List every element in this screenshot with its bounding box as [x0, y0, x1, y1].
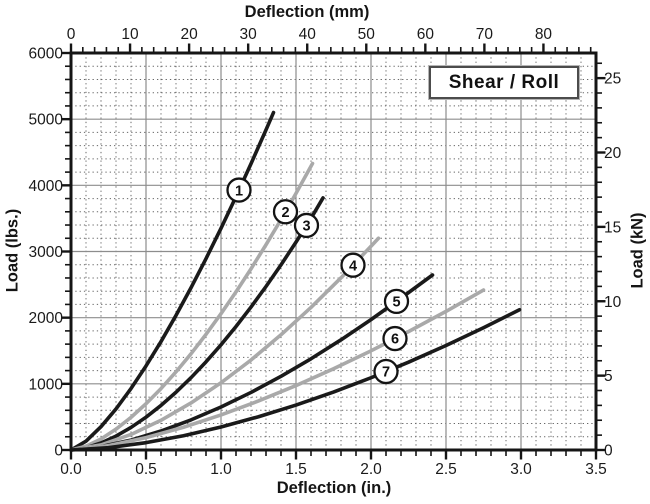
series-3 — [69, 196, 325, 452]
svg-text:2.5: 2.5 — [435, 461, 457, 478]
svg-text:10: 10 — [604, 294, 622, 311]
svg-text:0: 0 — [67, 26, 76, 43]
series-6 — [69, 288, 486, 452]
svg-text:5: 5 — [392, 295, 400, 311]
left-axis-title: Load (lbs.) — [3, 208, 22, 293]
bottom-axis-title: Deflection (in.) — [276, 479, 392, 497]
series-7 — [69, 307, 522, 452]
svg-text:0: 0 — [54, 443, 63, 460]
curve-label-3: 3 — [293, 212, 320, 239]
curve-label-1: 1 — [226, 177, 252, 203]
svg-text:1.5: 1.5 — [285, 461, 307, 478]
svg-text:4000: 4000 — [29, 178, 64, 195]
curve-label-2: 2 — [272, 199, 299, 225]
svg-text:15: 15 — [604, 219, 621, 236]
tick-labels: 0.0 0.5 1.0 1.5 2.0 2.5 3.0 3.50 10 20 30 40 50 60 70 8… — [29, 26, 622, 478]
svg-text:0.0: 0.0 — [60, 461, 82, 478]
svg-text:3.5: 3.5 — [585, 461, 607, 478]
annotation-shear-roll: Shear / Roll — [429, 66, 579, 99]
curve-label-5: 5 — [383, 288, 410, 315]
svg-text:20: 20 — [180, 26, 198, 43]
series-1 — [69, 110, 276, 452]
svg-text:1.0: 1.0 — [210, 461, 232, 478]
axis-ticks — [61, 43, 606, 460]
svg-text:2.0: 2.0 — [360, 461, 382, 478]
svg-text:10: 10 — [121, 26, 139, 43]
svg-text:80: 80 — [535, 26, 553, 43]
svg-text:0.5: 0.5 — [135, 461, 157, 478]
svg-text:7: 7 — [382, 365, 390, 381]
svg-text:1000: 1000 — [29, 376, 64, 393]
svg-text:0: 0 — [604, 443, 613, 460]
svg-text:70: 70 — [476, 26, 494, 43]
annotation-label: Shear / Roll — [448, 71, 560, 93]
svg-text:25: 25 — [604, 71, 621, 88]
svg-text:3000: 3000 — [29, 244, 64, 261]
svg-text:2000: 2000 — [29, 310, 64, 327]
curve-label-4: 4 — [340, 252, 366, 278]
curve-label-7: 7 — [373, 358, 399, 385]
svg-text:4: 4 — [349, 258, 357, 274]
svg-text:20: 20 — [604, 145, 622, 162]
right-axis-title: Load (kN) — [628, 212, 647, 289]
svg-text:3.0: 3.0 — [510, 461, 532, 478]
svg-text:30: 30 — [240, 26, 258, 43]
svg-text:5: 5 — [604, 368, 613, 385]
svg-text:6000: 6000 — [29, 46, 64, 63]
svg-text:3: 3 — [302, 219, 310, 235]
svg-text:6: 6 — [391, 332, 399, 348]
top-axis-title: Deflection (mm) — [244, 3, 370, 21]
curve-label-6: 6 — [382, 325, 408, 352]
svg-text:50: 50 — [358, 26, 376, 43]
plot-frame — [69, 51, 598, 452]
series-2 — [69, 161, 315, 452]
svg-text:40: 40 — [299, 26, 317, 43]
svg-text:1: 1 — [235, 183, 243, 199]
svg-text:60: 60 — [417, 26, 435, 43]
svg-text:5000: 5000 — [29, 112, 64, 129]
svg-text:2: 2 — [281, 205, 289, 221]
